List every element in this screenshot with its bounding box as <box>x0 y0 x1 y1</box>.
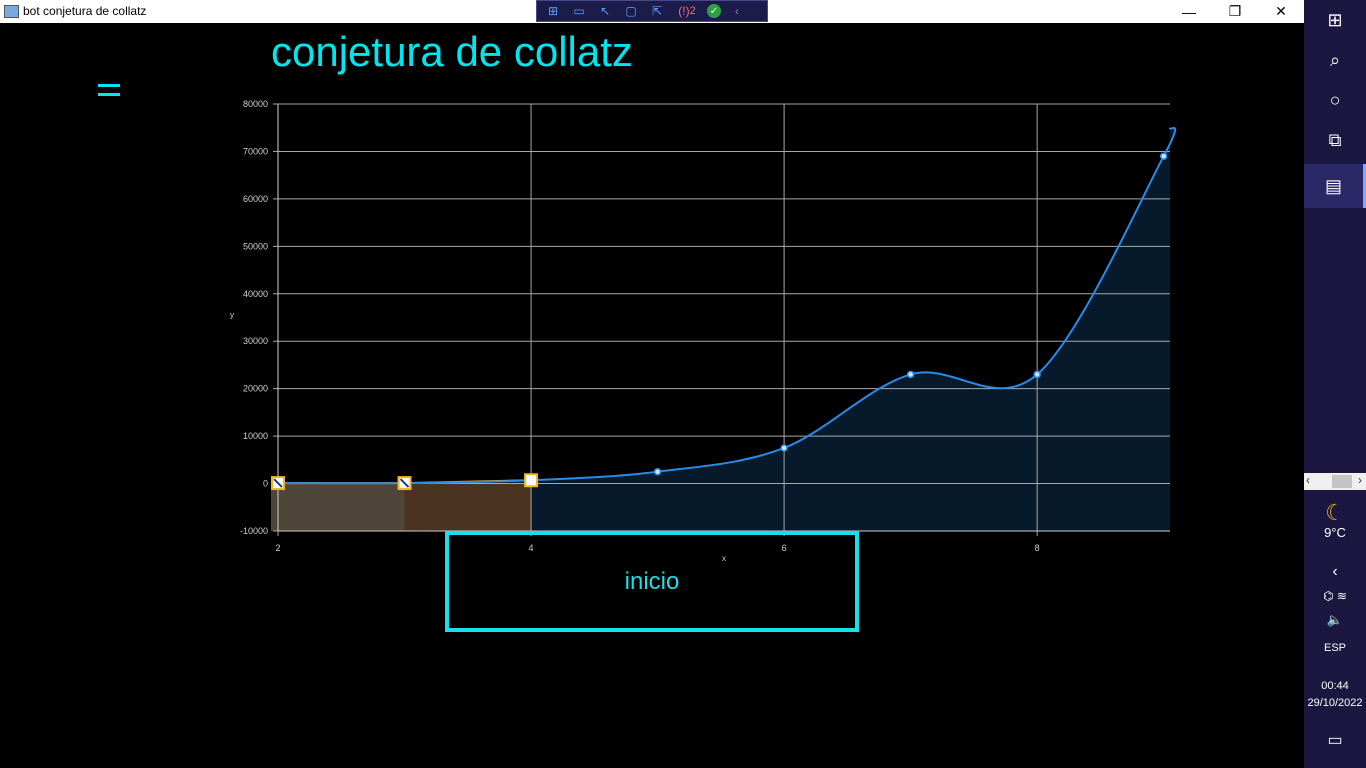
x-tick-label: 2 <box>275 543 280 553</box>
start-button[interactable]: inicio <box>445 531 859 632</box>
task-view-icon[interactable]: ⧉ <box>1328 129 1342 150</box>
y-tick-label: 20000 <box>243 384 268 394</box>
collatz-chart: -10000 0 10000 20000 30000 40000 50000 60000 700… <box>230 99 1177 563</box>
network-icon[interactable]: ⌬ ≋ <box>1323 589 1347 603</box>
y-tick-label: 30000 <box>243 336 268 346</box>
close-button[interactable]: ✕ <box>1275 3 1287 19</box>
binding-failures-count: 2 <box>689 5 696 17</box>
cortana-icon[interactable]: ○ <box>1329 89 1341 110</box>
minimize-button[interactable]: — <box>1182 3 1196 20</box>
track-focus-icon[interactable]: ⇱ <box>651 4 663 18</box>
collapse-icon[interactable]: ‹ <box>735 4 739 18</box>
window-title: bot conjetura de collatz <box>23 4 147 18</box>
data-point <box>906 370 915 379</box>
binding-failures-icon[interactable]: (!) 2 <box>678 4 696 18</box>
hamburger-menu-icon[interactable] <box>98 84 120 102</box>
data-point <box>1033 370 1041 379</box>
y-tick-label: 0 <box>263 479 268 489</box>
y-tick-label: 70000 <box>243 146 268 156</box>
highlight-point-mark <box>399 478 410 488</box>
windows-taskbar: ⊞ ⌕ ○ ⧉ ▤ ☾ 9°C ‹ ⌬ ≋ 🔈 ESP 00:44 29/10/… <box>1304 0 1366 768</box>
clock-time[interactable]: 00:44 <box>1321 680 1349 692</box>
clock-date[interactable]: 29/10/2022 <box>1307 697 1363 709</box>
x-tick-label: 8 <box>1035 543 1040 553</box>
y-tick-label: 40000 <box>243 289 268 299</box>
data-point <box>1159 152 1168 160</box>
debug-toolbar: ⊞ ▭ ↖ ▢ ⇱ (!) 2 ✓ ‹ <box>536 0 768 22</box>
pointer-icon[interactable]: ↖ <box>599 4 611 18</box>
window-app-icon <box>4 5 19 18</box>
y-tick-label: -10000 <box>240 526 268 536</box>
camera-icon[interactable]: ▭ <box>573 4 585 18</box>
highlight-band <box>271 483 405 531</box>
y-tick-label: 10000 <box>243 431 268 441</box>
y-tick-label: 80000 <box>243 99 268 109</box>
x-axis-label: x <box>722 554 726 563</box>
language-indicator[interactable]: ESP <box>1323 642 1346 654</box>
show-hidden-icons-icon[interactable]: ‹ <box>1332 563 1338 580</box>
area-fill <box>278 127 1176 531</box>
app-window-icon[interactable]: ▤ <box>1304 164 1366 208</box>
taskbar-scrollbar[interactable]: ‹ › <box>1304 473 1366 490</box>
x-tick-label: 4 <box>529 543 534 553</box>
layout-adorner-icon[interactable]: ▢ <box>625 4 637 18</box>
data-point <box>653 467 662 476</box>
y-tick-label: 50000 <box>243 241 268 251</box>
moon-weather-icon[interactable]: ☾ <box>1325 500 1345 525</box>
search-icon[interactable]: ⌕ <box>1329 49 1341 70</box>
highlight-point-mark <box>273 478 283 488</box>
page-title: conjetura de collatz <box>271 28 633 75</box>
y-tick-label: 60000 <box>243 194 268 204</box>
maximize-button[interactable]: ❐ <box>1228 3 1242 19</box>
highlight-point <box>524 473 539 488</box>
notification-icon[interactable]: ▭ <box>1327 732 1343 749</box>
title-bar: bot conjetura de collatz ⊞ ▭ ↖ ▢ ⇱ (!) 2 … <box>0 0 1304 23</box>
highlight-band <box>404 483 532 531</box>
y-axis-label: y <box>230 311 234 320</box>
series-line <box>277 127 1177 485</box>
windows-icon[interactable]: ⊞ <box>1327 9 1343 30</box>
weather-temp[interactable]: 9°C <box>1324 525 1346 540</box>
select-element-icon[interactable]: ⊞ <box>547 4 559 18</box>
volume-icon[interactable]: 🔈 <box>1326 612 1344 627</box>
x-tick-label: 6 <box>782 543 787 553</box>
app-window: bot conjetura de collatz ⊞ ▭ ↖ ▢ ⇱ (!) 2 … <box>0 0 1304 632</box>
hot-reload-ok-icon[interactable]: ✓ <box>707 4 721 18</box>
data-point <box>780 444 788 452</box>
